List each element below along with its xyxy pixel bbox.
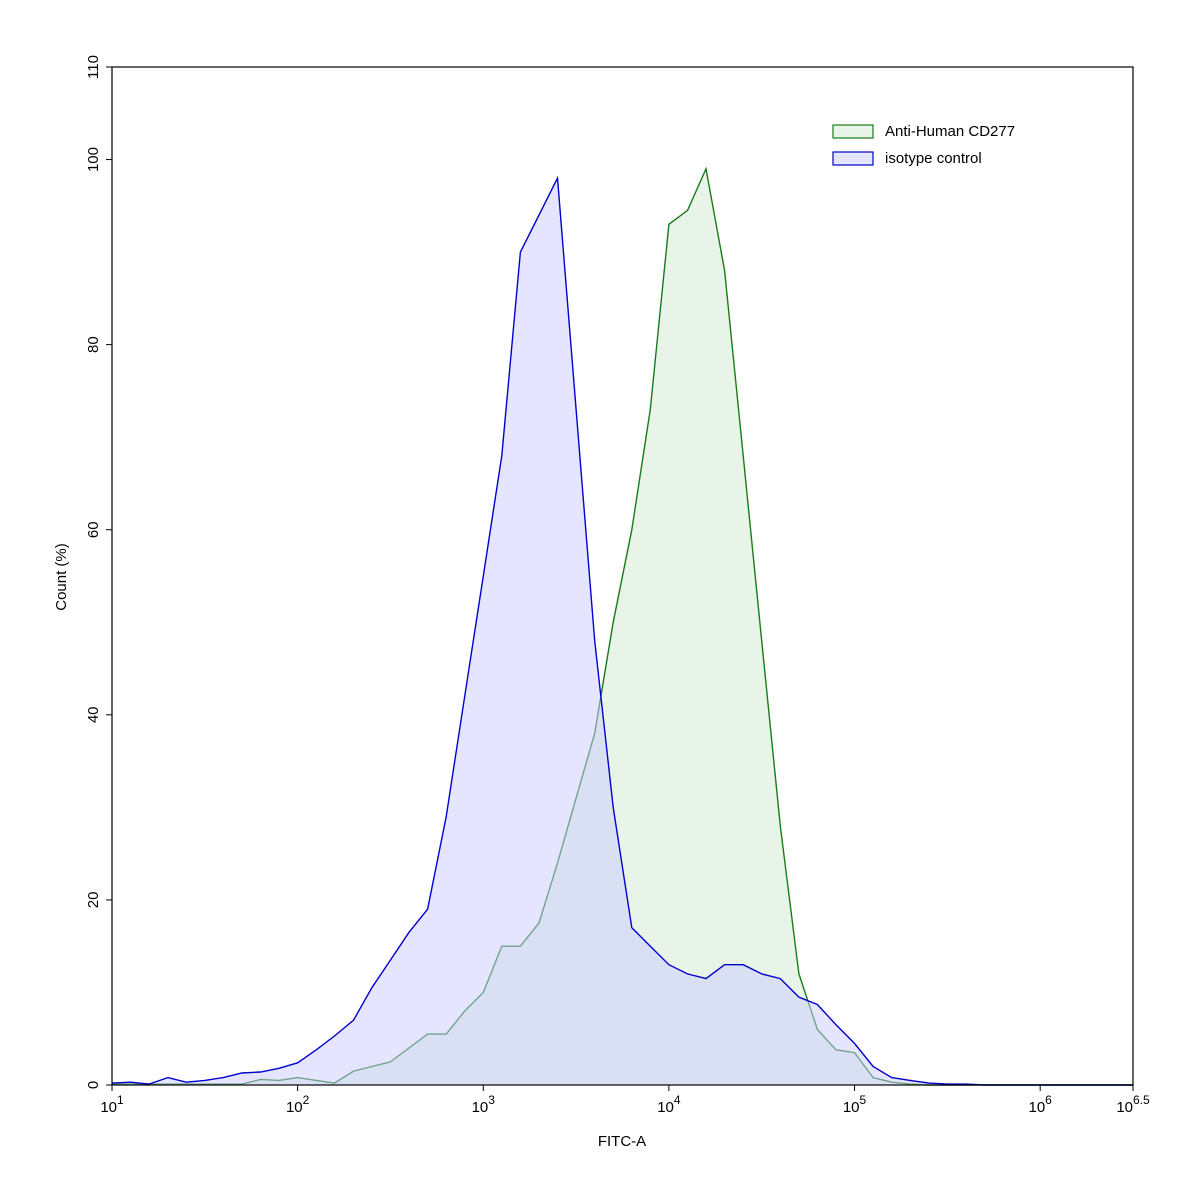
y-tick-label: 40 — [85, 706, 102, 723]
x-axis-label: FITC-A — [598, 1133, 646, 1150]
x-tick-exponent: 5 — [860, 1093, 867, 1107]
x-tick-exponent: 3 — [488, 1093, 495, 1107]
y-tick-label: 20 — [85, 892, 102, 909]
x-tick-base: 10 — [286, 1099, 303, 1116]
x-tick-label: 101 — [100, 1093, 124, 1116]
y-tick-label: 100 — [85, 147, 102, 172]
x-tick-base: 10 — [472, 1099, 489, 1116]
y-tick-label: 110 — [85, 55, 102, 79]
x-tick-base: 10 — [843, 1099, 860, 1116]
x-tick-label: 106.5 — [1116, 1093, 1150, 1116]
x-tick-label: 102 — [286, 1093, 310, 1116]
plot-frame — [111, 66, 1134, 1086]
x-tick-base: 10 — [100, 1099, 117, 1116]
x-tick-base: 10 — [657, 1099, 674, 1116]
y-tick-label: 0 — [85, 1081, 102, 1089]
x-tick-label: 106 — [1028, 1093, 1052, 1116]
x-tick-exponent: 2 — [303, 1093, 310, 1107]
y-tick-label: 60 — [85, 521, 102, 538]
x-tick-exponent: 6 — [1045, 1093, 1052, 1107]
legend-swatch — [832, 124, 874, 139]
series-area — [112, 168, 1133, 1086]
x-tick-base: 10 — [1116, 1099, 1133, 1116]
legend-label: isotype control — [885, 150, 982, 167]
y-tick-label: 80 — [85, 336, 102, 353]
x-tick-label: 105 — [843, 1093, 867, 1116]
series-area — [112, 178, 1133, 1086]
x-tick-label: 103 — [472, 1093, 496, 1116]
x-tick-exponent: 4 — [674, 1093, 681, 1107]
y-axis-label: Count (%) — [53, 543, 70, 611]
legend-label: Anti-Human CD277 — [885, 123, 1015, 140]
x-tick-label: 104 — [657, 1093, 681, 1116]
legend-swatch — [832, 151, 874, 166]
series-line — [111, 175, 1133, 1086]
x-tick-exponent: 1 — [117, 1093, 124, 1107]
x-tick-base: 10 — [1028, 1099, 1045, 1116]
x-tick-exponent: 6.5 — [1133, 1093, 1150, 1107]
